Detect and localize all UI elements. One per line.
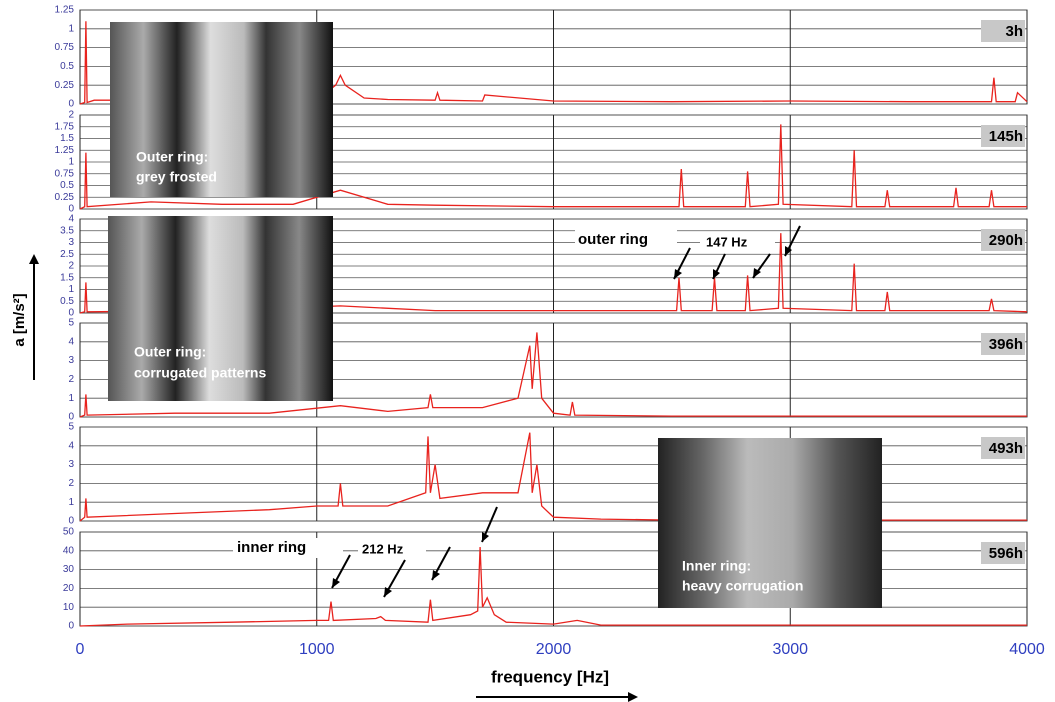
y-tick-label: 50 — [63, 527, 75, 538]
y-tick-label: 2 — [68, 374, 74, 385]
annotation: outer ring — [578, 231, 648, 248]
y-tick-label: 0.5 — [60, 296, 74, 307]
y-tick-label: 1 — [68, 157, 74, 168]
panel-label: 396h — [989, 336, 1023, 353]
panel-label-bg — [981, 333, 1025, 355]
annotation-bg — [233, 538, 343, 558]
annotation-bg — [358, 541, 426, 559]
x-axis-label: frequency [Hz] — [491, 667, 609, 686]
panel-label-bg — [981, 20, 1025, 42]
spectrum-line — [79, 432, 1027, 522]
photo-caption: heavy corrugation — [682, 578, 803, 594]
y-tick-label: 0 — [68, 621, 74, 632]
photo-caption: Inner ring: — [682, 558, 751, 574]
spectrum-line — [79, 546, 1027, 627]
y-tick-label: 0 — [68, 204, 74, 215]
photo — [108, 216, 333, 401]
panel-label: 596h — [989, 545, 1023, 562]
x-tick-label: 4000 — [1009, 641, 1045, 658]
y-tick-label: 0 — [68, 516, 74, 527]
y-axis-label: a [m/s²] — [11, 293, 28, 346]
panel-label-bg — [981, 542, 1025, 564]
panel-label: 290h — [989, 232, 1023, 249]
y-tick-label: 0 — [68, 412, 74, 423]
y-tick-label: 3 — [68, 355, 74, 366]
spectrum-line — [79, 332, 1027, 418]
y-tick-label: 1 — [68, 393, 74, 404]
y-tick-label: 0 — [68, 308, 74, 319]
y-tick-label: 1 — [68, 284, 74, 295]
y-tick-label: 1.75 — [55, 121, 75, 132]
y-tick-label: 1.5 — [60, 133, 74, 144]
overlay-layer: Outer ring: grey frosted Outer ring: cor… — [11, 20, 1045, 702]
y-tick-label: 3 — [68, 237, 74, 248]
y-tick-label: 20 — [63, 583, 75, 594]
annotation: 147 Hz — [706, 234, 748, 249]
y-tick-label: 1.25 — [55, 5, 75, 16]
y-tick-label: 4 — [68, 440, 74, 451]
y-tick-label: 0.75 — [55, 168, 75, 179]
arrowheads — [29, 246, 792, 702]
panel-label: 493h — [989, 440, 1023, 457]
y-tick-label: 30 — [63, 564, 75, 575]
panel-label-bg — [981, 229, 1025, 251]
panel-label: 3h — [1005, 23, 1023, 40]
y-tick-label: 0.5 — [60, 61, 74, 72]
annotation: inner ring — [237, 539, 306, 556]
annotation-bg — [700, 233, 775, 251]
x-tick-label: 2000 — [536, 641, 572, 658]
spectrum-line — [79, 124, 1027, 210]
y-tick-label: 0.25 — [55, 80, 75, 91]
y-tick-label: 1 — [68, 497, 74, 508]
y-tick-label: 3.5 — [60, 225, 74, 236]
y-tick-label: 0.25 — [55, 192, 75, 203]
annotation-bg — [575, 230, 677, 248]
x-tick-label: 3000 — [772, 641, 808, 658]
y-tick-label: 5 — [68, 422, 74, 433]
y-tick-label: 40 — [63, 545, 75, 556]
photo-caption: Outer ring: — [134, 344, 206, 360]
photo-caption: grey frosted — [136, 169, 217, 185]
y-tick-label: 4 — [68, 336, 74, 347]
y-tick-label: 1.25 — [55, 145, 75, 156]
y-tick-label: 1.5 — [60, 272, 74, 283]
panel-label: 145h — [989, 128, 1023, 145]
y-tick-label: 0 — [68, 99, 74, 110]
y-tick-label: 2 — [68, 110, 74, 121]
photo-caption: Outer ring: — [136, 149, 208, 165]
photo — [110, 22, 333, 197]
panel-label-bg — [981, 437, 1025, 459]
y-tick-label: 1 — [68, 23, 74, 34]
y-tick-label: 2 — [68, 261, 74, 272]
y-tick-label: 0.5 — [60, 180, 74, 191]
y-tick-label: 2 — [68, 478, 74, 489]
annotation: 212 Hz — [362, 541, 404, 556]
x-tick-label: 1000 — [299, 641, 335, 658]
y-tick-label: 4 — [68, 214, 74, 225]
x-tick-label: 0 — [76, 641, 85, 658]
photo — [658, 438, 882, 608]
panel-label-bg — [981, 125, 1025, 147]
y-tick-label: 0.75 — [55, 42, 75, 53]
photo-caption: corrugated patterns — [134, 365, 266, 381]
y-tick-label: 5 — [68, 318, 74, 329]
y-tick-label: 2.5 — [60, 249, 74, 260]
y-tick-label: 3 — [68, 459, 74, 470]
y-tick-label: 10 — [63, 602, 75, 613]
